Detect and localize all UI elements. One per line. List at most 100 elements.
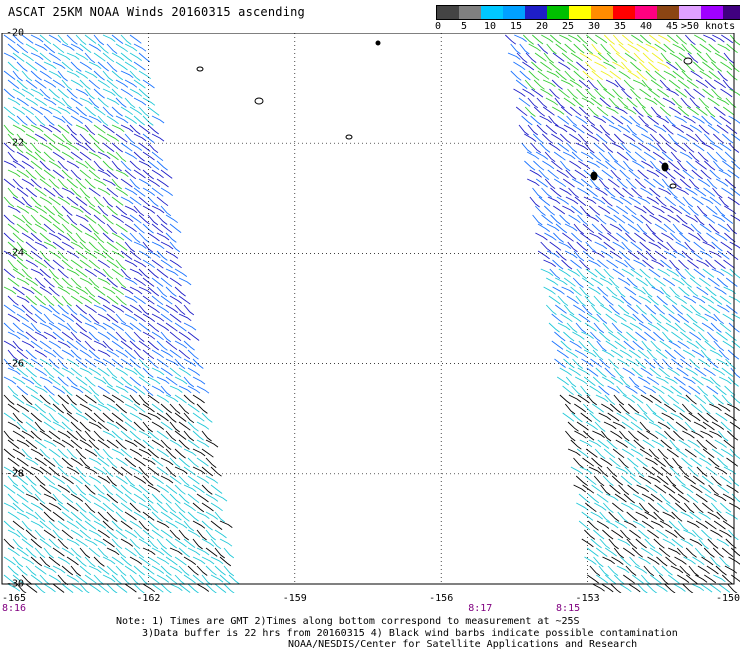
wind-barb	[702, 421, 715, 431]
wind-barb	[593, 295, 605, 307]
wind-barb	[34, 295, 46, 306]
wind-barb	[25, 529, 37, 540]
wind-barb	[665, 322, 679, 331]
island-outline	[669, 183, 677, 189]
wind-barb	[656, 556, 668, 567]
wind-barb	[210, 538, 222, 550]
wind-barb	[605, 493, 619, 501]
wind-barb	[187, 529, 201, 538]
wind-barb	[147, 160, 160, 170]
wind-barb	[603, 241, 616, 251]
wind-barb	[555, 250, 567, 261]
wind-barb	[705, 52, 716, 64]
wind-barb	[88, 367, 102, 376]
wind-barb	[16, 313, 29, 323]
wind-barb	[129, 88, 143, 97]
wind-barb	[717, 457, 729, 468]
wind-barb	[685, 394, 697, 405]
wind-barb	[48, 502, 62, 511]
wind-barb	[717, 43, 731, 52]
wind-barb	[630, 268, 643, 278]
wind-barb	[568, 367, 581, 376]
wind-barb	[600, 223, 612, 234]
wind-barb	[557, 322, 571, 331]
scale-segment	[459, 6, 481, 19]
wind-barb	[120, 70, 134, 79]
wind-barb	[39, 322, 53, 330]
wind-barb	[723, 439, 735, 450]
wind-barb	[572, 331, 585, 340]
wind-barb	[102, 142, 115, 152]
wind-barb	[590, 511, 603, 520]
wind-barb	[106, 295, 119, 305]
wind-barb	[7, 583, 21, 592]
wind-barb	[723, 466, 737, 475]
wind-barb	[79, 421, 91, 432]
wind-barb	[583, 349, 597, 358]
wind-barb	[707, 97, 720, 107]
wind-barb	[656, 115, 669, 124]
wind-barb	[632, 79, 646, 87]
wind-barb	[611, 295, 625, 304]
wind-barb	[156, 394, 170, 403]
wind-barb	[658, 133, 670, 144]
wind-barb	[657, 268, 671, 277]
wind-barb	[678, 466, 690, 478]
wind-barb	[84, 448, 98, 457]
wind-barb	[720, 61, 733, 71]
wind-barb	[642, 52, 654, 63]
wind-barb	[597, 439, 610, 449]
wind-barb	[3, 358, 15, 370]
wind-barb	[579, 466, 593, 474]
wind-barb	[142, 331, 156, 340]
wind-barb	[720, 88, 733, 98]
wind-barb	[654, 43, 667, 53]
wind-barb	[574, 403, 587, 413]
wind-barb	[84, 142, 96, 153]
wind-barb	[151, 151, 164, 162]
wind-barb	[616, 565, 630, 574]
wind-barb	[605, 520, 619, 529]
wind-barb	[165, 322, 178, 332]
wind-barb	[111, 322, 124, 331]
wind-barb	[7, 133, 19, 145]
wind-barb	[61, 493, 74, 504]
wind-barb	[115, 385, 129, 394]
wind-barb	[129, 124, 141, 135]
wind-barb	[21, 178, 35, 187]
wind-barb	[115, 223, 128, 233]
wind-barb	[673, 403, 685, 413]
wind-barb	[12, 394, 25, 404]
wind-barb	[75, 70, 89, 79]
wind-barb	[201, 412, 213, 423]
wind-barb	[653, 358, 664, 370]
wind-barb	[644, 97, 658, 106]
wind-barb	[551, 160, 563, 171]
wind-barb	[566, 295, 579, 305]
wind-barb	[97, 511, 109, 522]
wind-barb	[124, 529, 138, 538]
wind-barb	[52, 97, 65, 107]
wind-barb	[623, 574, 635, 584]
wind-barb	[70, 223, 83, 233]
wind-barb	[651, 466, 664, 476]
wind-barb	[174, 484, 186, 495]
wind-barb	[88, 349, 100, 360]
wind-barb	[716, 511, 728, 522]
wind-barb	[692, 475, 705, 485]
wind-barb	[115, 79, 129, 88]
wind-barb	[698, 277, 711, 287]
wind-barb	[183, 358, 197, 367]
wind-barb	[602, 556, 615, 565]
wind-barb	[670, 565, 684, 574]
wind-barb	[138, 178, 152, 187]
wind-barb	[694, 547, 706, 559]
wind-barb	[692, 142, 705, 152]
wind-barb	[713, 574, 726, 583]
wind-barb	[79, 439, 93, 448]
wind-barb	[138, 232, 150, 243]
wind-barb	[607, 232, 619, 242]
wind-barb	[196, 529, 207, 541]
wind-barb	[66, 106, 80, 115]
scale-label: 15	[509, 21, 523, 32]
